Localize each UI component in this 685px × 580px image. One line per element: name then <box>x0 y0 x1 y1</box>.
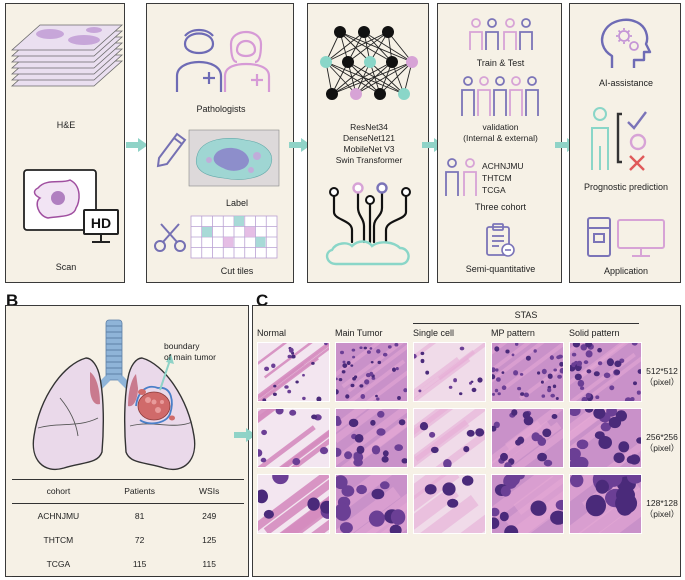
stas-bracket <box>413 323 639 324</box>
model-item: DenseNet121 <box>343 133 395 143</box>
scan-label: Scan <box>55 262 77 272</box>
panel-a-step-models: ResNet34 DenseNet121 MobileNet V3 Swin T… <box>307 3 429 283</box>
ai-assistance-label: AI-assistance <box>598 78 654 88</box>
column-label-mp-pattern: MP pattern <box>491 328 535 338</box>
boundary-label: boundary of main tumor <box>164 341 216 362</box>
row-label-512: 512*512 （pixel） <box>644 366 680 387</box>
neural-network-icon <box>320 26 418 100</box>
validation-people-icon <box>461 76 539 116</box>
histology-tile <box>569 474 642 534</box>
histology-tile <box>335 342 408 402</box>
lab-device-monitor-icon <box>587 217 665 257</box>
histology-tile <box>335 474 408 534</box>
histology-tile <box>257 408 330 468</box>
row-label-128: 128*128 （pixel） <box>644 498 680 519</box>
tile-grid-icon <box>190 215 278 259</box>
column-label-main-tumor: Main Tumor <box>335 328 383 338</box>
table-row: TCGA 115 115 <box>12 552 244 577</box>
semi-quantitative-label: Semi-quantitative <box>465 264 536 274</box>
prognosis-icon <box>591 107 647 171</box>
lung-illustration <box>32 319 196 470</box>
table-header-row: cohort Patients WSIs <box>12 479 244 504</box>
histology-tile <box>491 474 564 534</box>
stas-label: STAS <box>514 310 538 320</box>
model-item: ResNet34 <box>350 122 388 132</box>
three-cohort-label: Three cohort <box>474 202 527 212</box>
cohort-item: ACHNJMU <box>482 161 524 171</box>
train-test-people-icon <box>469 18 533 50</box>
three-cohort-people-icon <box>445 158 477 196</box>
panel-a-step-outcomes: AI-assistance Prognostic prediction Appl… <box>569 3 681 283</box>
histology-tile <box>413 408 486 468</box>
table-header-cell: cohort <box>46 486 71 496</box>
table-row: ACHNJMU 81 249 <box>12 504 244 529</box>
histology-tile <box>569 408 642 468</box>
model-list: ResNet34 DenseNet121 MobileNet V3 Swin T… <box>308 122 430 166</box>
cohort-list: ACHNJMU THTCM TCGA <box>482 160 524 196</box>
histology-tile <box>413 474 486 534</box>
histology-tile <box>413 342 486 402</box>
cohort-item: TCGA <box>482 185 506 195</box>
pathologists-icon <box>175 28 271 92</box>
ai-brain-circuit-icon <box>325 182 411 266</box>
table-header-cell: Patients <box>124 486 155 496</box>
column-label-single-cell: Single cell <box>413 328 455 338</box>
table-cell: 125 <box>202 535 217 545</box>
histology-tile <box>491 342 564 402</box>
table-cell: 249 <box>202 511 217 521</box>
label-label: Label <box>225 198 249 208</box>
train-test-label: Train & Test <box>476 58 525 68</box>
panel-b: boundary of main tumor cohort Patients W… <box>5 305 249 577</box>
panel-c: STAS Normal Main Tumor Single cell MP pa… <box>252 305 681 577</box>
clipboard-icon <box>486 223 515 257</box>
table-header-cell: WSIs <box>199 486 220 496</box>
table-cell: 115 <box>202 559 216 569</box>
prognostic-prediction-label: Prognostic prediction <box>583 182 669 192</box>
table-cell: 81 <box>134 511 145 521</box>
column-label-solid-pattern: Solid pattern <box>569 328 620 338</box>
table-top-rule <box>12 479 244 480</box>
application-label: Application <box>603 266 649 276</box>
table-cell: TCGA <box>46 559 71 569</box>
table-cell: 115 <box>132 559 147 569</box>
table-row: THTCM 72 125 <box>12 528 244 552</box>
histology-tile <box>491 408 564 468</box>
pathologists-label: Pathologists <box>196 104 246 114</box>
scanner-icon: HD <box>23 169 119 243</box>
table-cell: THTCM <box>43 535 74 545</box>
arrow-a2 <box>289 138 311 152</box>
row-label-256: 256*256 （pixel） <box>644 432 680 453</box>
histology-tile <box>335 408 408 468</box>
model-item: MobileNet V3 <box>343 144 395 154</box>
table-cell: 72 <box>134 535 145 545</box>
slide-stack-icon <box>10 24 124 87</box>
arrow-b-to-c <box>234 428 256 442</box>
ai-head-icon <box>600 18 652 68</box>
model-item: Swin Transformer <box>335 155 403 165</box>
arrow-a1 <box>126 138 148 152</box>
he-label: H&E <box>56 120 76 130</box>
histology-tile <box>569 342 642 402</box>
histology-tile <box>257 342 330 402</box>
table-cell: ACHNJMU <box>37 511 80 521</box>
panel-a-step-annotation: Pathologists Label Cut tiles <box>146 3 294 283</box>
panel-a-step-evaluation: Train & Test validation (Internal & exte… <box>437 3 562 283</box>
hd-badge: HD <box>91 215 111 231</box>
cohort-table: cohort Patients WSIs ACHNJMU 81 249 THTC… <box>12 479 244 577</box>
cohort-item: THTCM <box>482 173 512 183</box>
column-label-normal: Normal <box>257 328 287 338</box>
validation-label: validation (Internal & external) <box>463 122 538 143</box>
annotated-slide-thumbnail <box>188 129 280 187</box>
histology-tile <box>257 474 330 534</box>
cut-tiles-label: Cut tiles <box>220 266 254 276</box>
pencil-icon <box>156 132 187 168</box>
scissors-icon <box>154 223 186 252</box>
panel-a-step-slides: H&E HD Scan <box>5 3 125 283</box>
